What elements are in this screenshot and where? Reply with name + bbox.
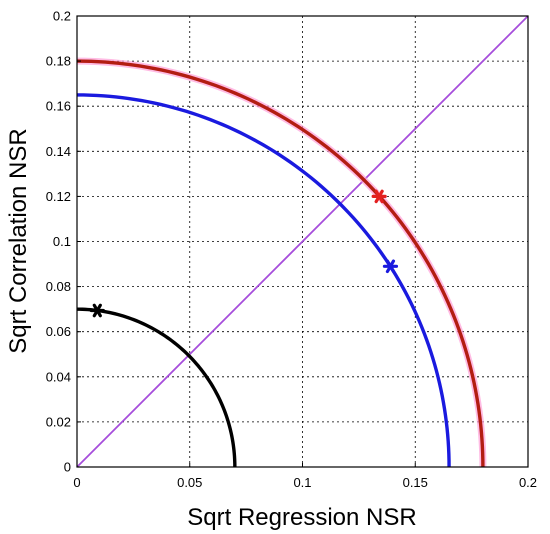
series-arc-line — [76, 59, 485, 468]
y-tick-label: 0 — [64, 460, 71, 475]
x-tick-label: 0 — [73, 475, 80, 490]
series-diagonal-line — [76, 15, 529, 468]
y-tick-label: 0.06 — [46, 324, 71, 339]
y-tick-label: 0.1 — [53, 234, 71, 249]
y-tick-label: 0.08 — [46, 279, 71, 294]
series-marker-point — [382, 259, 399, 274]
marker-stroke — [385, 259, 396, 274]
y-tick-label: 0.16 — [46, 99, 71, 114]
y-tick-label: 0.2 — [53, 9, 71, 24]
series-layer — [76, 15, 529, 468]
marker-stroke — [374, 189, 384, 204]
x-tick-label: 0.15 — [403, 475, 428, 490]
x-tick-label: 0.2 — [519, 475, 537, 490]
series-arc-line — [76, 93, 451, 468]
y-tick-label: 0.02 — [46, 414, 71, 429]
y-tick-label: 0.04 — [46, 369, 71, 384]
series-arc-line — [76, 307, 237, 468]
series-marker-point — [89, 303, 105, 318]
x-tick-label: 0.05 — [177, 475, 202, 490]
marker-stroke — [92, 303, 102, 318]
x-axis-title: Sqrt Regression NSR — [187, 504, 416, 531]
series-marker-point — [371, 189, 387, 204]
y-tick-label: 0.18 — [46, 54, 71, 69]
y-axis-title: Sqrt Correlation NSR — [5, 128, 32, 353]
tick-labels: 0 0.05 0.1 0.15 0.2 0 0.02 0.04 0.06 0.08 0.1 0.12 0… — [46, 9, 537, 491]
x-tick-label: 0.1 — [293, 475, 311, 490]
y-tick-label: 0.14 — [46, 144, 71, 159]
y-tick-label: 0.12 — [46, 189, 71, 204]
